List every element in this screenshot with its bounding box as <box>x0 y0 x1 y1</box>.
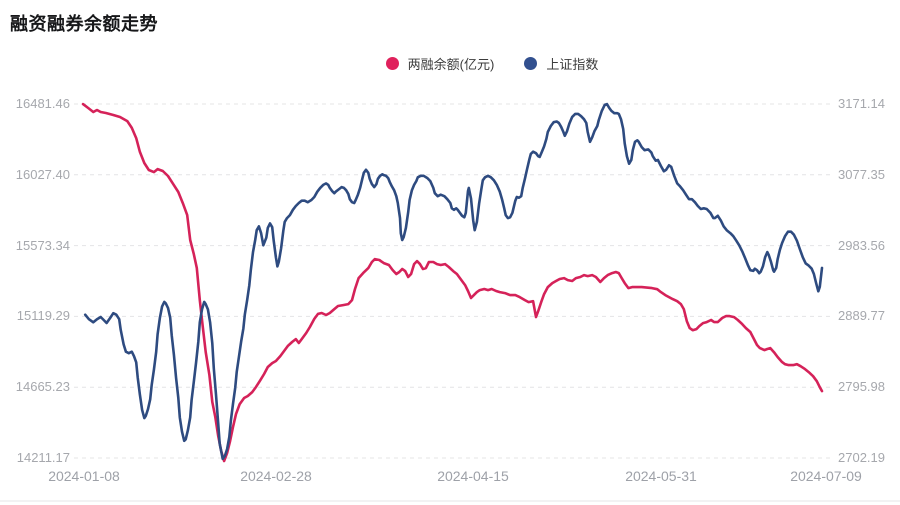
legend-label: 两融余额(亿元) <box>407 57 495 72</box>
y-axis-left-tick: 14211.17 <box>16 450 70 465</box>
y-axis-left-tick: 15573.34 <box>15 237 70 253</box>
legend-item-sse-index[interactable]: 上证指数 <box>524 54 598 73</box>
chart-legend: 两融余额(亿元) 上证指数 <box>42 54 900 73</box>
y-axis-right-tick: 2889.77 <box>838 308 885 324</box>
y-axis-right-tick: 2983.56 <box>838 237 885 253</box>
bottom-divider <box>0 500 900 502</box>
legend-dot-icon <box>524 57 538 70</box>
x-axis-tick: 2024-05-31 <box>625 468 697 484</box>
y-axis-left-tick: 16481.46 <box>15 96 70 111</box>
legend-label: 上证指数 <box>546 57 599 72</box>
x-axis-tick: 2024-02-28 <box>240 468 312 484</box>
y-axis-right-tick: 3077.35 <box>838 166 885 182</box>
y-axis-left-tick: 16027.40 <box>15 166 70 182</box>
y-axis-right-tick: 2702.19 <box>838 450 885 465</box>
series-line-margin-balance[interactable] <box>81 102 824 463</box>
legend-dot-icon <box>385 57 399 70</box>
y-axis-right-tick: 3171.14 <box>838 96 885 111</box>
legend-item-margin-balance[interactable]: 两融余额(亿元) <box>385 54 495 73</box>
x-axis-tick: 2024-04-15 <box>437 468 509 484</box>
page-title: 融资融券余额走势 <box>10 14 158 34</box>
series-line-sse-index[interactable] <box>83 102 824 461</box>
x-axis-tick: 2024-01-08 <box>48 468 120 484</box>
x-axis-tick: 2024-07-09 <box>790 468 862 484</box>
y-axis-left-tick: 15119.29 <box>16 308 70 324</box>
y-axis-right-tick: 2795.98 <box>838 379 885 395</box>
y-axis-left-tick: 14665.23 <box>15 379 70 395</box>
